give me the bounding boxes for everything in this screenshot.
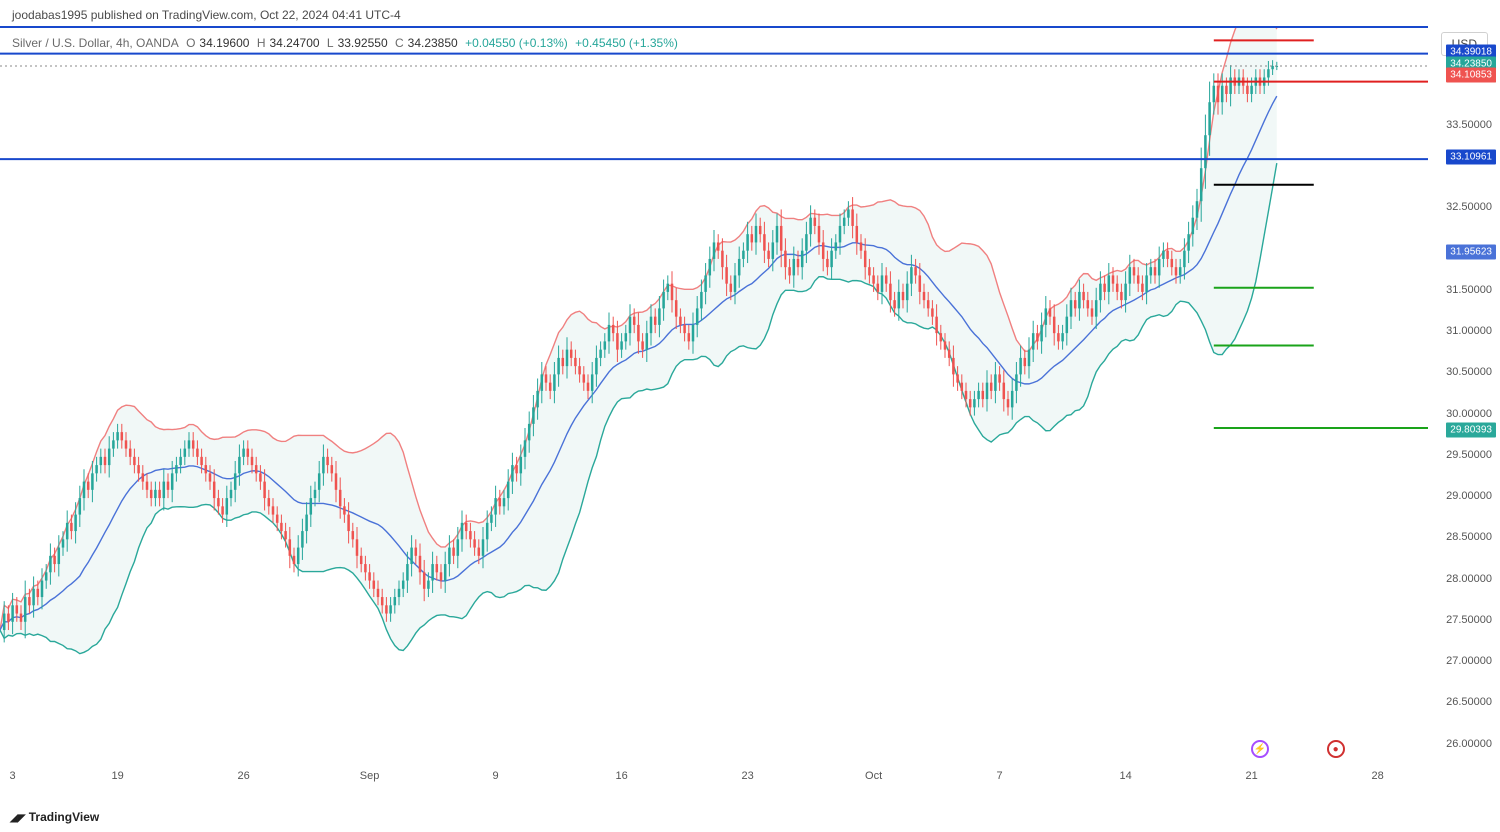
x-tick: 16 bbox=[615, 770, 627, 782]
x-tick: 21 bbox=[1245, 770, 1257, 782]
y-tick: 28.50000 bbox=[1446, 531, 1492, 543]
price-badge: 31.95623 bbox=[1446, 245, 1496, 260]
y-tick: 29.00000 bbox=[1446, 490, 1492, 502]
y-tick: 31.00000 bbox=[1446, 325, 1492, 337]
x-tick: 14 bbox=[1119, 770, 1131, 782]
price-badge: 34.10853 bbox=[1446, 67, 1496, 82]
y-tick: 27.00000 bbox=[1446, 655, 1492, 667]
x-tick: 9 bbox=[493, 770, 499, 782]
x-tick: 19 bbox=[111, 770, 123, 782]
y-tick: 30.50000 bbox=[1446, 366, 1492, 378]
chart-svg bbox=[0, 28, 1428, 762]
price-badge: 29.80393 bbox=[1446, 422, 1496, 437]
x-tick: 7 bbox=[997, 770, 1003, 782]
x-tick: Oct bbox=[865, 770, 882, 782]
x-tick: 28 bbox=[1371, 770, 1383, 782]
event-icon[interactable]: ● bbox=[1327, 740, 1345, 758]
y-tick: 26.00000 bbox=[1446, 738, 1492, 750]
y-tick: 26.50000 bbox=[1446, 696, 1492, 708]
x-tick: 26 bbox=[237, 770, 249, 782]
y-tick: 31.50000 bbox=[1446, 284, 1492, 296]
publish-header: joodabas1995 published on TradingView.co… bbox=[12, 8, 401, 22]
price-axis[interactable]: 26.00000 26.50000 27.00000 27.50000 28.00000… bbox=[1428, 26, 1500, 760]
price-badge: 33.10961 bbox=[1446, 150, 1496, 165]
y-tick: 33.50000 bbox=[1446, 119, 1492, 131]
x-tick: 3 bbox=[10, 770, 16, 782]
x-tick: Sep bbox=[360, 770, 380, 782]
y-tick: 28.00000 bbox=[1446, 573, 1492, 585]
time-axis[interactable]: 3 19 26 Sep 9 16 23 Oct 7 14 21 28 bbox=[0, 764, 1428, 794]
x-tick: 23 bbox=[741, 770, 753, 782]
y-tick: 27.50000 bbox=[1446, 614, 1492, 626]
event-icon[interactable]: ⚡ bbox=[1251, 740, 1269, 758]
y-tick: 32.50000 bbox=[1446, 201, 1492, 213]
chart-area[interactable] bbox=[0, 26, 1428, 760]
y-tick: 30.00000 bbox=[1446, 408, 1492, 420]
tradingview-watermark: ◢◤ TradingView bbox=[10, 810, 99, 824]
y-tick: 29.50000 bbox=[1446, 449, 1492, 461]
